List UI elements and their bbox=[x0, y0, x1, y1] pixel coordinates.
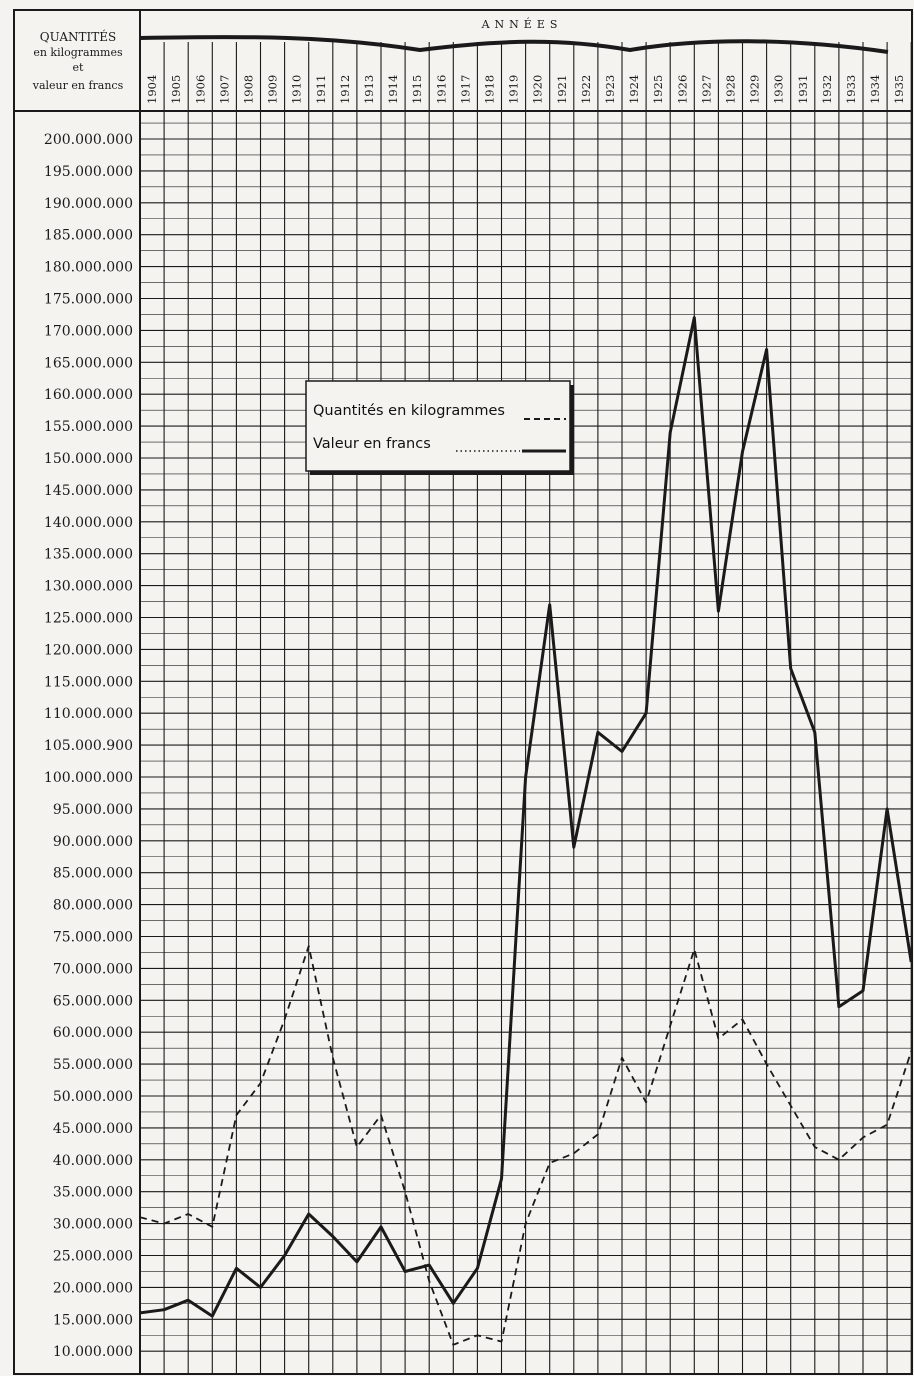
series-layer bbox=[140, 316, 912, 1346]
x-tick-label: 1915 bbox=[410, 75, 424, 104]
x-tick-label: 1919 bbox=[507, 75, 521, 104]
legend-label-quantities: Quantités en kilogrammes bbox=[313, 403, 505, 419]
y-tick-label: 90.000.000 bbox=[53, 834, 133, 850]
y-tick-label: 25.000.000 bbox=[53, 1249, 133, 1265]
y-tick-label: 125.000.000 bbox=[44, 611, 133, 627]
x-tick-label: 1907 bbox=[217, 75, 231, 104]
xaxis-title: ANNÉES bbox=[481, 17, 563, 31]
legend: Quantités en kilogrammes Valeur en franc… bbox=[305, 380, 574, 475]
x-tick-label: 1921 bbox=[555, 75, 569, 104]
ylabel-line3: et bbox=[73, 61, 85, 74]
x-tick-label: 1904 bbox=[145, 75, 159, 104]
y-tick-label: 130.000.000 bbox=[44, 579, 133, 595]
x-tick-label: 1918 bbox=[482, 75, 496, 104]
x-tick-label: 1906 bbox=[193, 75, 207, 104]
header-banner bbox=[139, 35, 889, 54]
y-tick-label: 195.000.000 bbox=[44, 164, 133, 180]
legend-label-value: Valeur en francs bbox=[313, 436, 431, 452]
y-tick-label: 115.000.000 bbox=[44, 674, 133, 690]
y-tick-label: 80.000.000 bbox=[53, 898, 133, 914]
y-tick-label: 170.000.000 bbox=[44, 323, 133, 339]
y-tick-label: 15.000.000 bbox=[53, 1312, 133, 1328]
x-tick-label: 1929 bbox=[748, 75, 762, 104]
ylabel-line2: en kilogrammes bbox=[33, 46, 123, 59]
y-tick-label: 85.000.000 bbox=[53, 866, 133, 882]
y-tick-label: 150.000.000 bbox=[44, 451, 133, 467]
x-tick-label: 1914 bbox=[386, 75, 400, 104]
x-tick-label: 1920 bbox=[531, 75, 545, 104]
x-tick-label: 1926 bbox=[675, 75, 689, 104]
y-tick-label: 40.000.000 bbox=[53, 1153, 133, 1169]
x-tick-label: 1911 bbox=[314, 75, 328, 104]
y-tick-label: 55.000.000 bbox=[53, 1057, 133, 1073]
y-tick-label: 65.000.000 bbox=[53, 993, 133, 1009]
ylabel-line4: valeur en francs bbox=[32, 79, 124, 92]
y-tick-label: 35.000.000 bbox=[53, 1185, 133, 1201]
y-tick-label: 20.000.000 bbox=[53, 1280, 133, 1296]
y-tick-label: 60.000.000 bbox=[53, 1025, 133, 1041]
ylabel-line1: QUANTITÉS bbox=[40, 29, 116, 44]
y-tick-label: 105.000.900 bbox=[44, 738, 133, 754]
x-tick-label: 1916 bbox=[434, 75, 448, 104]
x-tick-label: 1912 bbox=[338, 75, 352, 104]
y-tick-label: 120.000.000 bbox=[44, 642, 133, 658]
y-tick-label: 160.000.000 bbox=[44, 387, 133, 403]
x-tick-label: 1917 bbox=[458, 75, 472, 104]
series-line-value bbox=[140, 316, 912, 1318]
x-tick-label: 1925 bbox=[651, 75, 665, 104]
x-tick-label: 1923 bbox=[603, 75, 617, 104]
legend-box bbox=[305, 380, 571, 472]
x-tick-label: 1935 bbox=[892, 75, 906, 104]
x-axis-ticks: 1904 1905 1906 1907 1908 1909 1910 1911 1912 1913… bbox=[145, 75, 906, 104]
y-tick-label: 70.000.000 bbox=[53, 961, 133, 977]
x-tick-label: 1913 bbox=[362, 75, 376, 104]
x-tick-label: 1924 bbox=[627, 75, 641, 104]
x-tick-label: 1933 bbox=[844, 75, 858, 104]
x-tick-label: 1922 bbox=[579, 75, 593, 104]
x-tick-label: 1905 bbox=[169, 75, 183, 104]
x-tick-label: 1908 bbox=[241, 75, 255, 104]
y-tick-label: 30.000.000 bbox=[53, 1217, 133, 1233]
x-tick-label: 1932 bbox=[820, 75, 834, 104]
y-tick-label: 165.000.000 bbox=[44, 355, 133, 371]
x-tick-label: 1927 bbox=[699, 75, 713, 104]
y-tick-label: 200.000.000 bbox=[44, 132, 133, 148]
x-tick-label: 1934 bbox=[868, 75, 882, 104]
y-tick-label: 135.000.000 bbox=[44, 547, 133, 563]
y-axis-ticks: 10.000.000 15.000.000 20.000.000 25.000.000… bbox=[44, 132, 133, 1360]
y-tick-label: 190.000.000 bbox=[44, 196, 133, 212]
y-tick-label: 185.000.000 bbox=[44, 228, 133, 244]
x-tick-label: 1909 bbox=[266, 75, 280, 104]
y-tick-label: 100.000.000 bbox=[44, 770, 133, 786]
y-tick-label: 140.000.000 bbox=[44, 515, 133, 531]
y-tick-label: 50.000.000 bbox=[53, 1089, 133, 1105]
y-tick-label: 155.000.000 bbox=[44, 419, 133, 435]
x-tick-label: 1930 bbox=[772, 75, 786, 104]
grid bbox=[139, 42, 912, 1374]
chart-frame bbox=[13, 9, 913, 1375]
series-line-quantities bbox=[140, 945, 912, 1346]
y-tick-label: 95.000.000 bbox=[53, 802, 133, 818]
y-tick-label: 10.000.000 bbox=[53, 1344, 133, 1360]
x-tick-label: 1931 bbox=[796, 75, 810, 104]
x-tick-label: 1928 bbox=[723, 75, 737, 104]
y-tick-label: 145.000.000 bbox=[44, 483, 133, 499]
y-tick-label: 75.000.000 bbox=[53, 930, 133, 946]
y-tick-label: 175.000.000 bbox=[44, 292, 133, 308]
x-tick-label: 1910 bbox=[290, 75, 304, 104]
y-tick-label: 45.000.000 bbox=[53, 1121, 133, 1137]
y-tick-label: 110.000.000 bbox=[44, 706, 133, 722]
y-tick-label: 180.000.000 bbox=[44, 260, 133, 276]
